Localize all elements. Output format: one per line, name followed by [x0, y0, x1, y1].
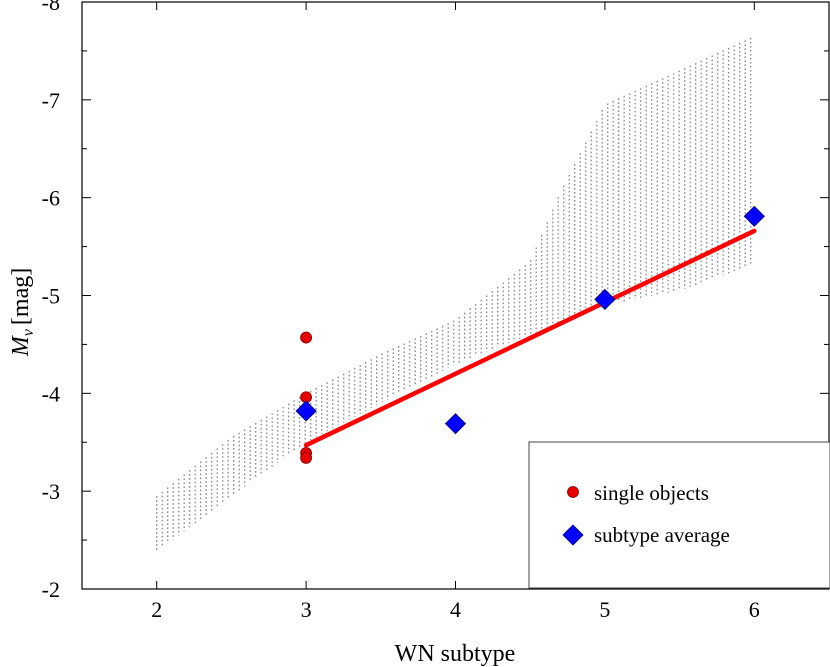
legend-single-objects-label: single objects: [594, 481, 709, 505]
data-points: [295, 205, 765, 464]
single-object-point: [300, 452, 313, 464]
x-tick-label: 6: [749, 597, 760, 622]
y-axis-label: Mv [mag]: [8, 268, 37, 357]
x-tick-label: 2: [151, 597, 162, 622]
y-axis-label-sub: v: [20, 328, 37, 336]
fit-line: [303, 228, 757, 448]
subtype-average-point: [444, 413, 467, 435]
y-tick-label: -7: [42, 88, 60, 113]
subtype-average-point: [594, 288, 616, 310]
x-tick-label: 4: [450, 597, 461, 622]
y-tick-label: -4: [42, 381, 60, 406]
x-tick-label: 5: [599, 597, 610, 622]
y-tick-label: -6: [42, 186, 60, 211]
subtype-average-point: [743, 205, 765, 227]
y-axis-label-unit: [mag]: [8, 268, 34, 325]
legend-subtype-average-marker: [562, 524, 584, 546]
y-tick-label: -3: [42, 479, 60, 504]
single-object-point: [300, 331, 313, 344]
axes: 2 3 4 5 6 -2 -3 -4 -5 -6 -7 -8: [42, 0, 830, 622]
subtype-average-point: [295, 400, 317, 422]
y-tick-label: -5: [42, 284, 60, 309]
x-tick-label: 3: [301, 597, 312, 622]
y-axis-label-main: M: [8, 334, 34, 357]
legend-single-objects-marker: [567, 486, 579, 498]
y-tick-label: -2: [42, 577, 60, 602]
legend-box: [528, 441, 830, 589]
uncertainty-band: [156, 37, 752, 552]
x-axis-label: WN subtype: [395, 641, 516, 667]
legend: single objects subtype average: [528, 441, 830, 589]
legend-subtype-average-label: subtype average: [594, 523, 730, 547]
y-tick-label: -8: [42, 0, 60, 15]
fit-line-layer: [303, 228, 757, 448]
